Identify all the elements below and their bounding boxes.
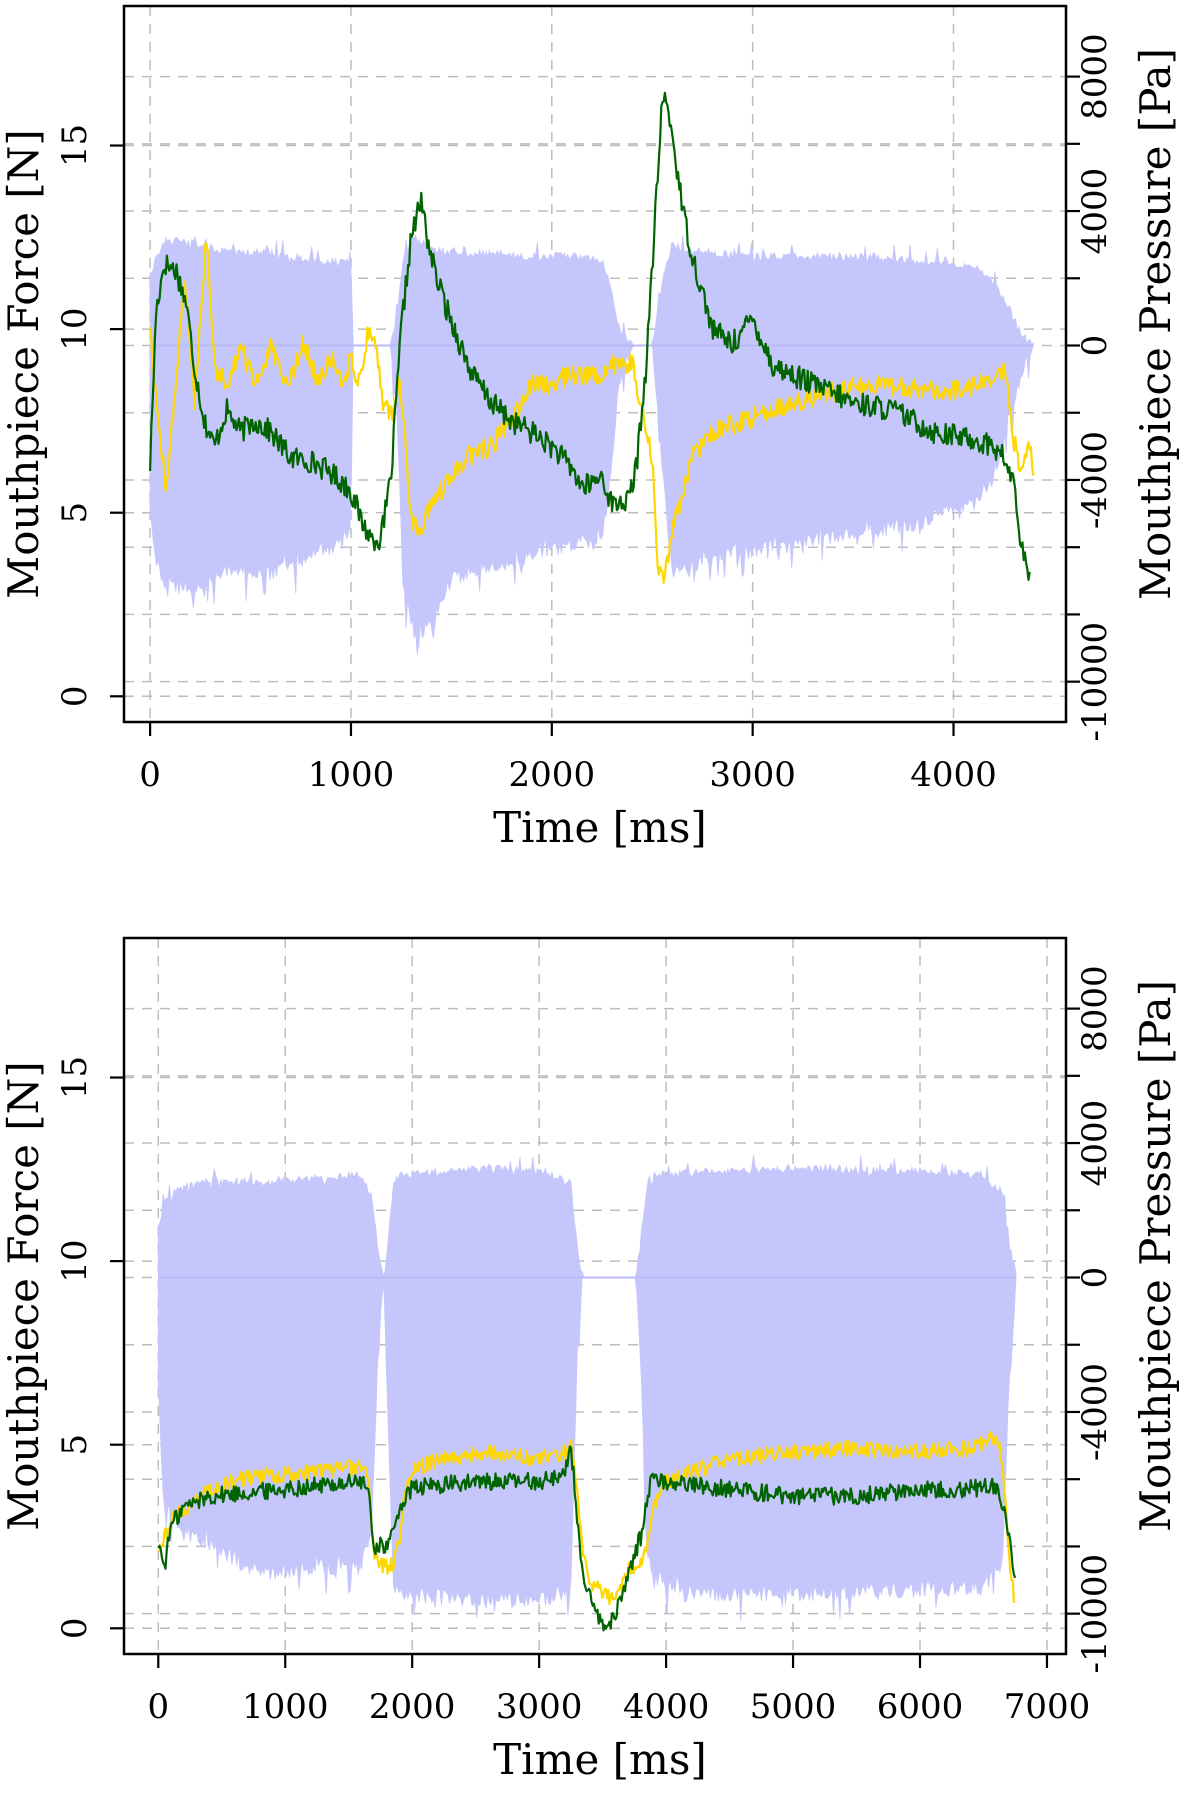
x-tick-label: 0 xyxy=(147,1687,169,1727)
x-tick-label: 2000 xyxy=(509,755,596,795)
y-tick-label: 15 xyxy=(55,124,95,167)
y2-tick-label: -10000 xyxy=(1075,622,1115,742)
x-tick-label: 0 xyxy=(139,755,161,795)
x-tick-label: 3000 xyxy=(496,1687,583,1727)
x-axis-title: Time [ms] xyxy=(493,803,707,852)
x-tick-label: 2000 xyxy=(369,1687,456,1727)
top-chart-panel: 0 1000 2000 3000 4000 0 5 10 15 -10000 -4000 0 4000 8… xyxy=(0,4,1180,852)
pressure-envelope-band xyxy=(149,233,1034,656)
y2-tick-label: 0 xyxy=(1075,335,1115,357)
y2-axis-title: Mouthpiece Pressure [Pa] xyxy=(1131,980,1180,1532)
y2-tick-label: 8000 xyxy=(1075,33,1115,120)
plot-frame xyxy=(122,4,1068,724)
y2-tick-label: -4000 xyxy=(1075,1363,1115,1461)
x-tick-label: 1000 xyxy=(242,1687,329,1727)
x-tick-label: 4000 xyxy=(623,1687,710,1727)
y2-tick-label: 8000 xyxy=(1075,965,1115,1052)
force-series-yellow xyxy=(157,1430,1016,1606)
y2-tick-label: 4000 xyxy=(1075,168,1115,255)
y-tick-label: 5 xyxy=(55,1434,95,1456)
x-tick-label: 1000 xyxy=(308,755,395,795)
x-tick-label: 4000 xyxy=(910,755,997,795)
y-axis-title: Mouthpiece Force [N] xyxy=(0,1061,48,1531)
y2-tick-label: -4000 xyxy=(1075,431,1115,529)
force-series-yellow xyxy=(149,242,1035,584)
y2-tick-label: 4000 xyxy=(1075,1100,1115,1187)
x-tick-label: 7000 xyxy=(1004,1687,1091,1727)
y-tick-label: 10 xyxy=(55,1239,95,1282)
x-tick-label: 6000 xyxy=(877,1687,964,1727)
y-tick-label: 0 xyxy=(55,685,95,707)
y2-tick-label: 0 xyxy=(1075,1267,1115,1289)
x-tick-label: 3000 xyxy=(709,755,796,795)
bottom-chart-panel: 0 1000 2000 3000 4000 5000 6000 7000 0 5 10 15 -1000… xyxy=(0,936,1180,1784)
force-series-green xyxy=(157,1445,1017,1632)
force-series-green xyxy=(149,91,1031,582)
pressure-envelope-band xyxy=(157,1155,1017,1621)
plot-frame xyxy=(122,936,1068,1656)
y-tick-label: 15 xyxy=(55,1056,95,1099)
y-axis-title: Mouthpiece Force [N] xyxy=(0,129,48,599)
x-tick-label: 5000 xyxy=(750,1687,837,1727)
y-tick-label: 0 xyxy=(55,1617,95,1639)
y2-axis-title: Mouthpiece Pressure [Pa] xyxy=(1131,48,1180,600)
y-tick-label: 10 xyxy=(55,307,95,350)
x-axis-title: Time [ms] xyxy=(493,1735,707,1784)
y2-tick-label: -10000 xyxy=(1075,1554,1115,1674)
y-tick-label: 5 xyxy=(55,502,95,524)
